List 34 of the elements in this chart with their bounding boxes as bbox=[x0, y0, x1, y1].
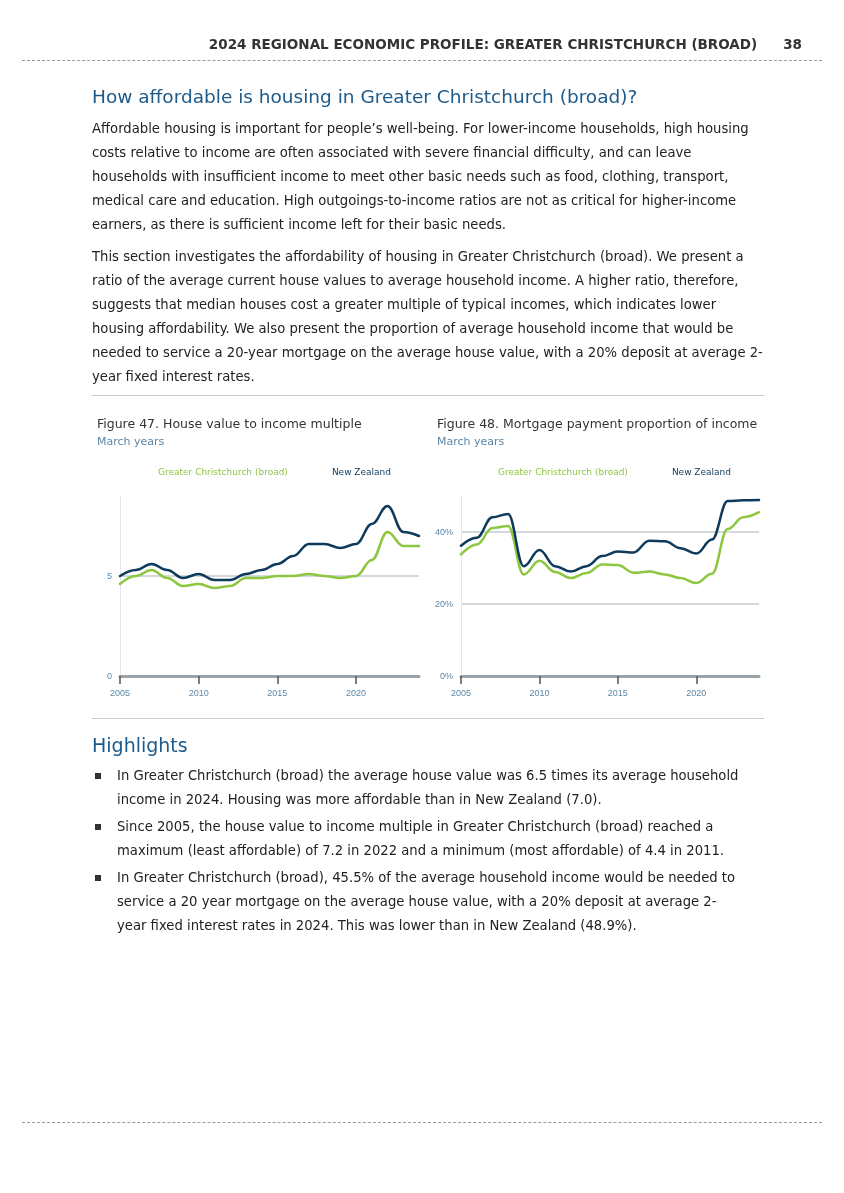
x-tick-label: 2020 bbox=[686, 687, 707, 698]
text: New Zealand bbox=[671, 467, 732, 477]
chart-subtitle: March years bbox=[437, 435, 505, 448]
x-tick-label: 2015 bbox=[267, 687, 288, 698]
text: This section investigates the affordability of housing in Greater Christchurch (broad). We present a ratio of the average current house values to average household income. A higher ratio, therefore, suggests that median houses cost a greater multiple of typical incomes, which indicates lower housing affordability. We also present the proportion of average household income that would be needed to service a 20-year mortgage on the average house value, with a 20% deposit at average 2-year fixed interest rates. bbox=[92, 248, 764, 386]
text: Greater Christchurch (broad) bbox=[497, 467, 628, 477]
chart-subtitle: March years bbox=[97, 435, 165, 448]
text: Affordable housing is important for people’s well-being. For lower-income households, high housing costs relative to income are often associated with severe financial difficulty, and can leave households with insufficient income to meet other basic needs such as food, clothing, transport, medical care and education. High outgoings-to-income ratios are not as critical for higher-income earners, as there is sufficient income left for their basic needs. bbox=[92, 120, 750, 234]
x-tick-label: 2005 bbox=[109, 687, 131, 698]
x-tick-label: 2005 bbox=[451, 687, 472, 698]
y-tick-label: 0 bbox=[106, 671, 112, 681]
text: In Greater Christchurch (broad) the average house value was 6.5 times its average household income in 2024. Housing was more affordable than in New Zealand (7.0). bbox=[116, 767, 740, 809]
x-tick-label: 2010 bbox=[188, 687, 209, 698]
text: How affordable is housing in Greater Christchurch (broad)? bbox=[92, 86, 639, 107]
text: In Greater Christchurch (broad), 45.5% of the average household income would be needed to service a 20 year mortgage on the average house value, with a 20% deposit at average 2-year fixed interest rates in 2024. This was lower than in New Zealand (48.9%). bbox=[116, 869, 737, 935]
line-series bbox=[459, 510, 761, 585]
x-tick-label: 2015 bbox=[607, 687, 628, 698]
text: 38 bbox=[783, 36, 802, 52]
text: Highlights bbox=[92, 734, 189, 756]
text: Greater Christchurch (broad) bbox=[157, 467, 288, 477]
line-series bbox=[459, 498, 761, 573]
text: New Zealand bbox=[331, 467, 392, 477]
y-tick-label: 20% bbox=[435, 599, 454, 609]
chart-title: Figure 47. House value to income multiple bbox=[97, 416, 362, 431]
line-series bbox=[118, 504, 421, 582]
y-tick-label: 40% bbox=[435, 527, 454, 537]
chart-title: Figure 48. Mortgage payment proportion of income bbox=[437, 416, 758, 431]
text: Since 2005, the house value to income multiple in Greater Christchurch (broad) reached a maximum (least affordable) of 7.2 in 2022 and a minimum (most affordable) of 4.4 in 2011. bbox=[116, 818, 725, 860]
y-tick-label: 5 bbox=[106, 571, 112, 581]
x-tick-label: 2010 bbox=[529, 687, 550, 698]
x-tick-label: 2020 bbox=[346, 687, 367, 698]
text: 2024 REGIONAL ECONOMIC PROFILE: GREATER CHRISTCHURCH (BROAD) bbox=[208, 36, 758, 52]
y-tick-label: 0% bbox=[440, 671, 454, 681]
line-series bbox=[118, 530, 421, 590]
